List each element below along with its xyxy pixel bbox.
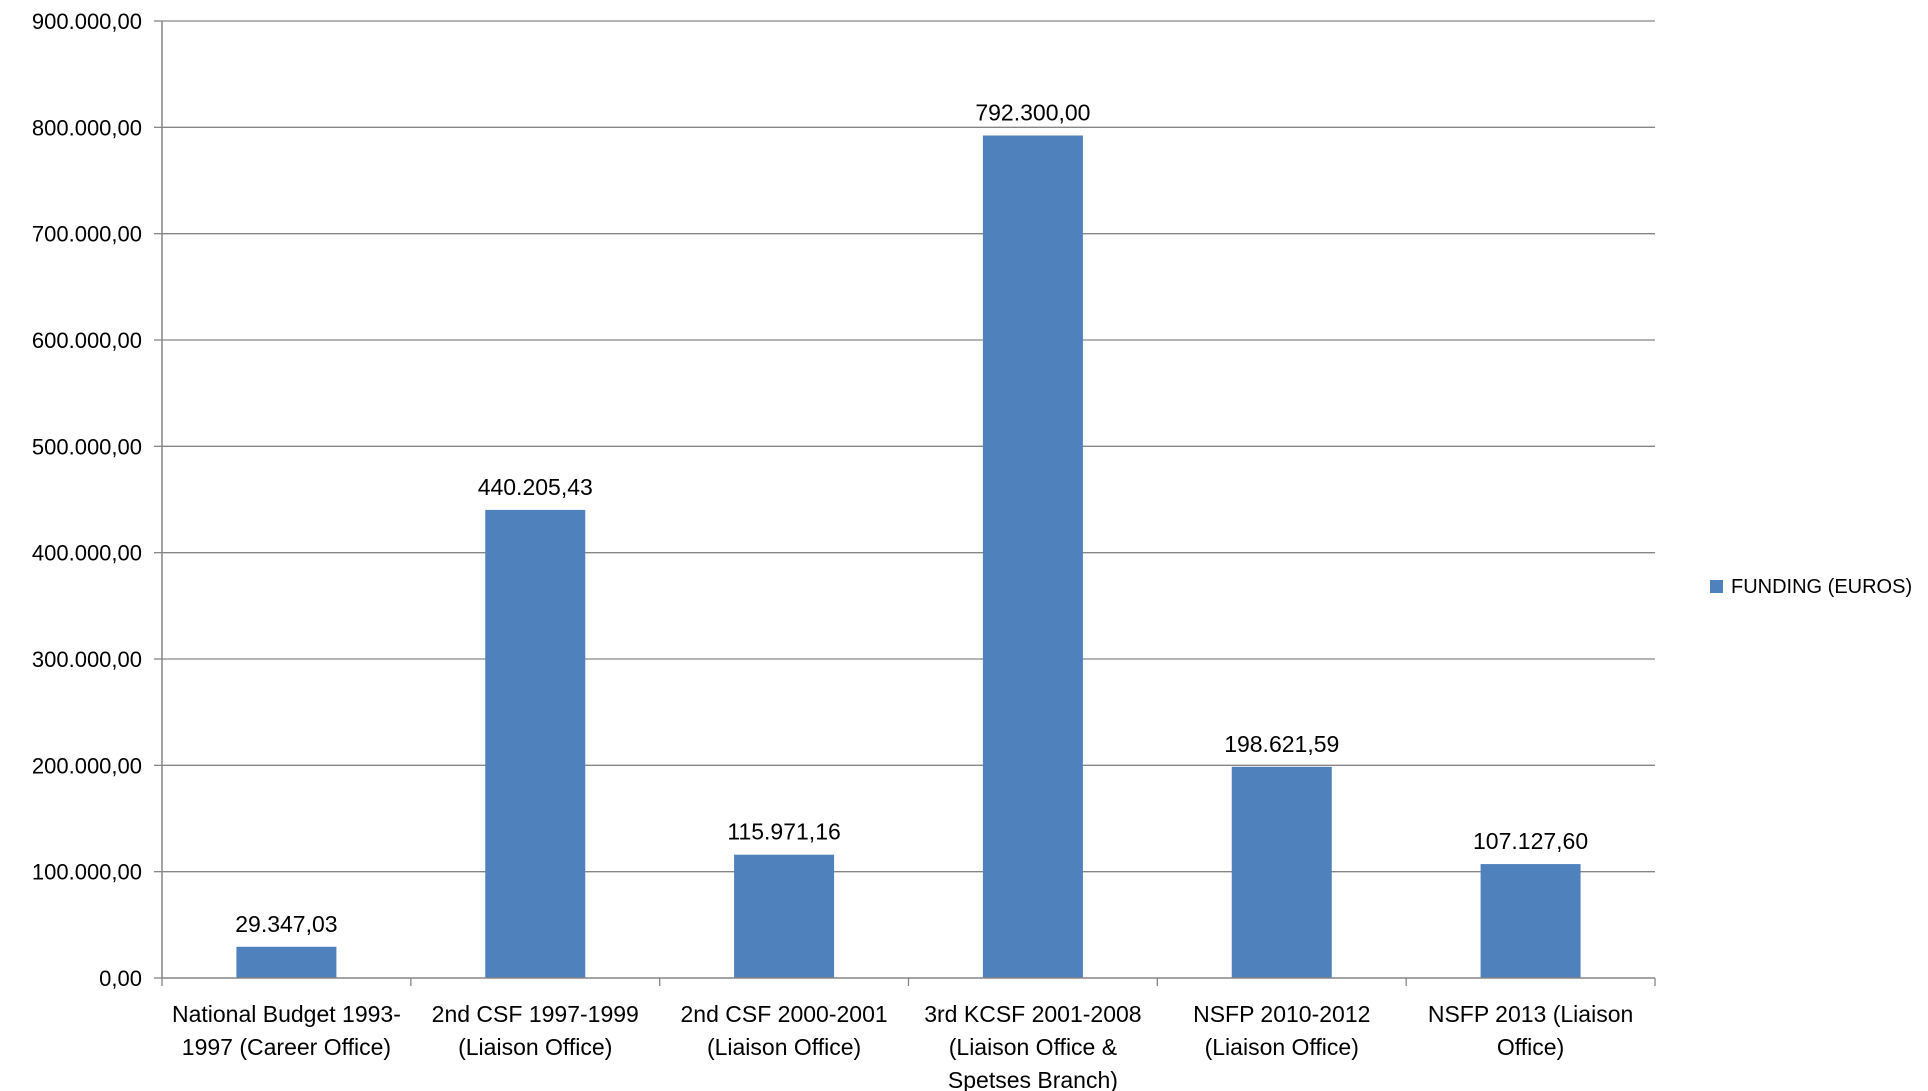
data-labels: 29.347,03 440.205,43 115.971,16 792.300,00 1… [235,100,1588,937]
data-label: 792.300,00 [975,100,1090,126]
bars [236,135,1581,978]
x-tick-label: National Budget 1993-1997 (Career Office… [172,1001,401,1060]
y-tick-label: 600.000,00 [32,328,142,353]
y-tick-label: 500.000,00 [32,434,142,459]
y-tick-label: 800.000,00 [32,115,142,140]
axes [161,21,1655,979]
y-tick-label: 100.000,00 [32,860,142,885]
x-tick-label: NSFP 2010-2012 (Liaison Office) [1193,1001,1370,1060]
y-tick-label: 400.000,00 [32,541,142,566]
bar [236,946,337,978]
x-axis-ticks: National Budget 1993-1997 (Career Office… [161,978,1656,1091]
legend: FUNDING (EUROS) [1710,576,1912,598]
data-label: 115.971,16 [727,819,840,845]
data-label: 29.347,03 [235,911,337,937]
bar [1231,766,1332,978]
y-tick-label: 900.000,00 [32,9,142,34]
x-tick-label: 2nd CSF 2000-2001 (Liaison Office) [681,1001,888,1060]
bar [982,135,1083,978]
data-label: 107.127,60 [1473,828,1588,854]
x-tick-label: 2nd CSF 1997-1999 (Liaison Office) [432,1001,639,1060]
bar [734,854,835,978]
y-tick-label: 0,00 [99,966,142,991]
legend-label: FUNDING (EUROS) [1731,576,1912,598]
y-tick-label: 300.000,00 [32,647,142,672]
data-label: 440.205,43 [478,474,593,500]
x-tick-label: NSFP 2013 (Liaison Office) [1428,1001,1633,1060]
bar [485,509,586,978]
data-label: 198.621,59 [1224,731,1339,757]
y-axis-ticks: 0,00 100.000,00 200.000,00 300.000,00 400.00… [32,9,162,991]
x-tick-label: 3rd KCSF 2001-2008 (Liaison Office & Spets… [924,1001,1141,1091]
bar [1480,864,1581,978]
y-tick-label: 200.000,00 [32,753,142,778]
y-tick-label: 700.000,00 [32,222,142,247]
gridlines [162,20,1655,873]
legend-swatch [1710,580,1723,593]
